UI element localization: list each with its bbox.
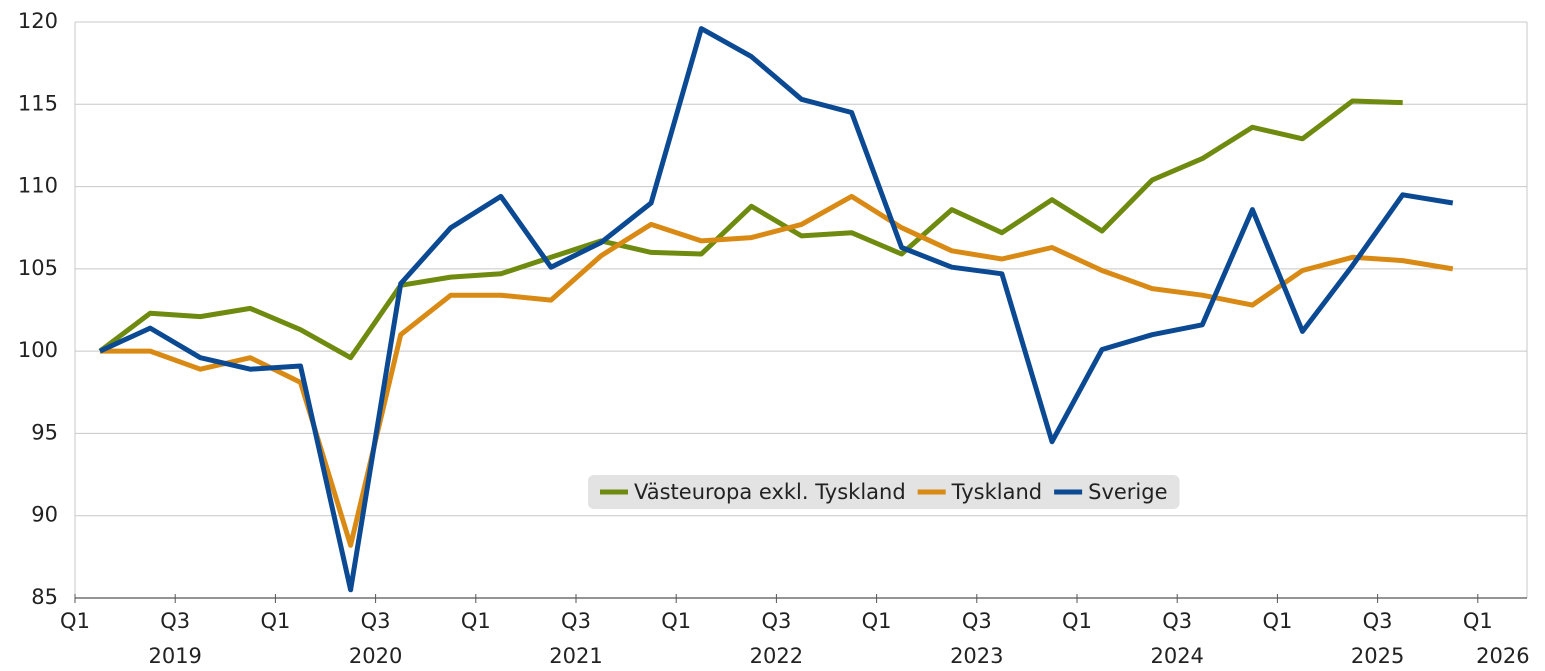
y-tick-label: 110 (18, 174, 58, 198)
year-label: 2025 (1351, 644, 1404, 668)
legend: Västeuropa exkl. Tyskland Tyskland Sverige (588, 475, 1180, 509)
x-tick-label: Q1 (1062, 609, 1092, 633)
x-tick-label: Q1 (661, 609, 691, 633)
y-tick-label: 95 (31, 420, 58, 444)
y-tick-label: 120 (18, 9, 58, 33)
x-tick-label: Q3 (160, 609, 190, 633)
x-tick-label: Q1 (1463, 609, 1493, 633)
year-label: 2022 (750, 644, 803, 668)
series-line (100, 193, 1454, 548)
x-tick-label: Q3 (962, 609, 992, 633)
x-tick-label: Q3 (1162, 609, 1192, 633)
x-tick-label: Q3 (761, 609, 791, 633)
x-tick-label: Q1 (60, 609, 90, 633)
y-tick-label: 90 (31, 503, 58, 527)
year-label: 2023 (950, 644, 1003, 668)
x-tick-label: Q3 (561, 609, 591, 633)
x-tick-label: Q1 (862, 609, 892, 633)
year-label: 2024 (1150, 644, 1203, 668)
x-tick-label: Q1 (1262, 609, 1292, 633)
y-tick-label: 105 (18, 256, 58, 280)
x-tick-label: Q3 (1363, 609, 1393, 633)
legend-label: Sverige (1088, 480, 1167, 504)
year-label: 2020 (349, 644, 402, 668)
y-tick-label: 100 (18, 338, 58, 362)
legend-box (588, 475, 1180, 509)
legend-label: Tyskland (951, 480, 1042, 504)
x-tick-label: Q3 (361, 609, 391, 633)
y-tick-label: 85 (31, 585, 58, 609)
series-line (98, 26, 1454, 593)
year-label: 2019 (148, 644, 201, 668)
x-tick-label: Q1 (260, 609, 290, 633)
year-label: 2021 (549, 644, 602, 668)
series-line (98, 98, 1403, 361)
x-tick-label: Q1 (461, 609, 491, 633)
legend-label: Västeuropa exkl. Tyskland (634, 480, 906, 504)
y-tick-label: 115 (18, 91, 58, 115)
year-label: 2026 (1476, 644, 1529, 668)
